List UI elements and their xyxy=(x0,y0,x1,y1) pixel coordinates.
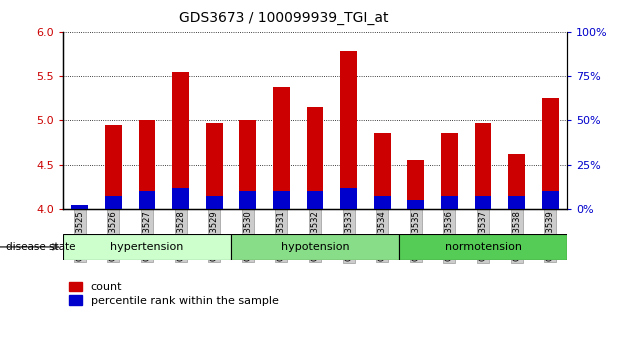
Bar xyxy=(441,196,458,209)
Bar xyxy=(206,196,222,209)
Bar xyxy=(63,234,231,260)
Bar xyxy=(441,133,458,209)
Bar xyxy=(307,191,323,209)
Bar xyxy=(239,120,256,209)
Bar xyxy=(273,191,290,209)
Text: normotension: normotension xyxy=(445,242,522,252)
Bar xyxy=(474,196,491,209)
Bar xyxy=(139,120,156,209)
Bar xyxy=(374,133,391,209)
Bar xyxy=(340,51,357,209)
Bar xyxy=(340,188,357,209)
Bar xyxy=(71,207,88,209)
Bar xyxy=(105,196,122,209)
Bar xyxy=(206,123,222,209)
Bar xyxy=(273,87,290,209)
Text: GDS3673 / 100099939_TGI_at: GDS3673 / 100099939_TGI_at xyxy=(179,11,388,25)
Bar xyxy=(231,234,399,260)
Bar xyxy=(139,191,156,209)
Bar xyxy=(542,191,559,209)
Bar xyxy=(408,200,424,209)
Bar xyxy=(239,191,256,209)
Legend: count, percentile rank within the sample: count, percentile rank within the sample xyxy=(69,282,278,306)
Bar xyxy=(71,205,88,209)
Text: hypotension: hypotension xyxy=(281,242,349,252)
Bar xyxy=(474,123,491,209)
Bar xyxy=(172,72,189,209)
Bar xyxy=(508,154,525,209)
Bar xyxy=(408,160,424,209)
Bar xyxy=(105,125,122,209)
Text: hypertension: hypertension xyxy=(110,242,184,252)
Bar xyxy=(307,107,323,209)
Bar xyxy=(374,196,391,209)
Text: disease state: disease state xyxy=(6,242,76,252)
Bar xyxy=(399,234,567,260)
Bar xyxy=(172,188,189,209)
Bar xyxy=(508,196,525,209)
Bar xyxy=(542,98,559,209)
